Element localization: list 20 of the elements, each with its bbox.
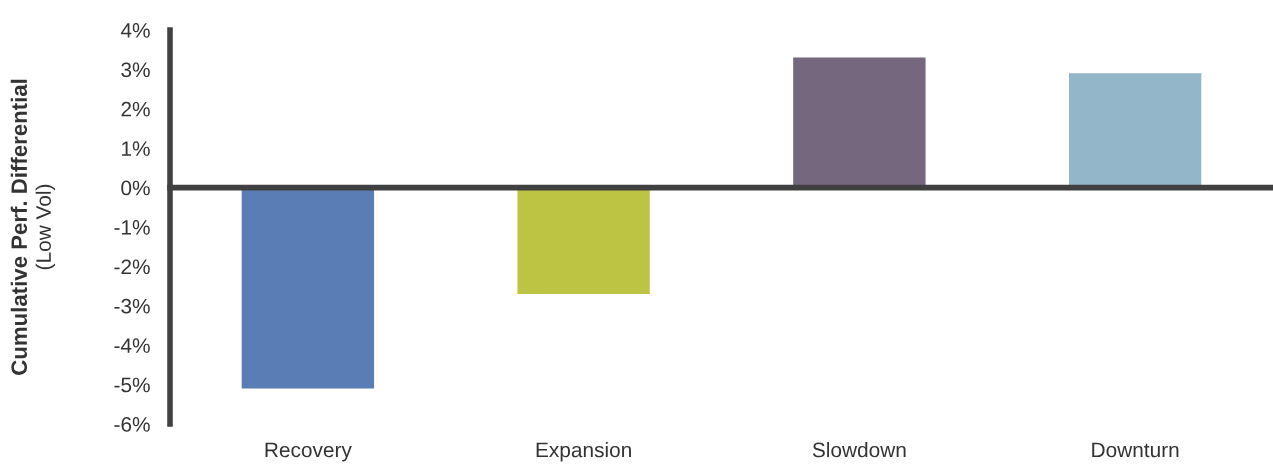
y-tick-label: -4% <box>114 338 150 353</box>
y-axis-title: Cumulative Perf. Differential (Low Vol) <box>10 79 56 375</box>
bar <box>793 57 926 188</box>
y-tick-label: 0% <box>121 180 150 196</box>
bar <box>1068 73 1202 188</box>
y-tick-label: 3% <box>121 62 150 78</box>
y-tick-label: 1% <box>122 141 150 156</box>
x-tick-label: Expansion <box>536 442 631 462</box>
y-tick-label: 2% <box>121 101 150 117</box>
y-tick-label: -3% <box>114 298 150 314</box>
y-tick-label: -5% <box>114 377 150 393</box>
y-tick-label: -1% <box>114 220 150 235</box>
bar <box>241 187 375 389</box>
x-tick-label: Recovery <box>265 442 352 462</box>
x-tick-label: Slowdown <box>812 442 906 458</box>
y-tick-label: -6% <box>114 417 150 432</box>
y-tick-label: 4% <box>120 23 150 38</box>
y-tick-label: -2% <box>114 259 150 275</box>
x-tick-label: Downturn <box>1092 442 1179 458</box>
bar <box>517 187 650 294</box>
